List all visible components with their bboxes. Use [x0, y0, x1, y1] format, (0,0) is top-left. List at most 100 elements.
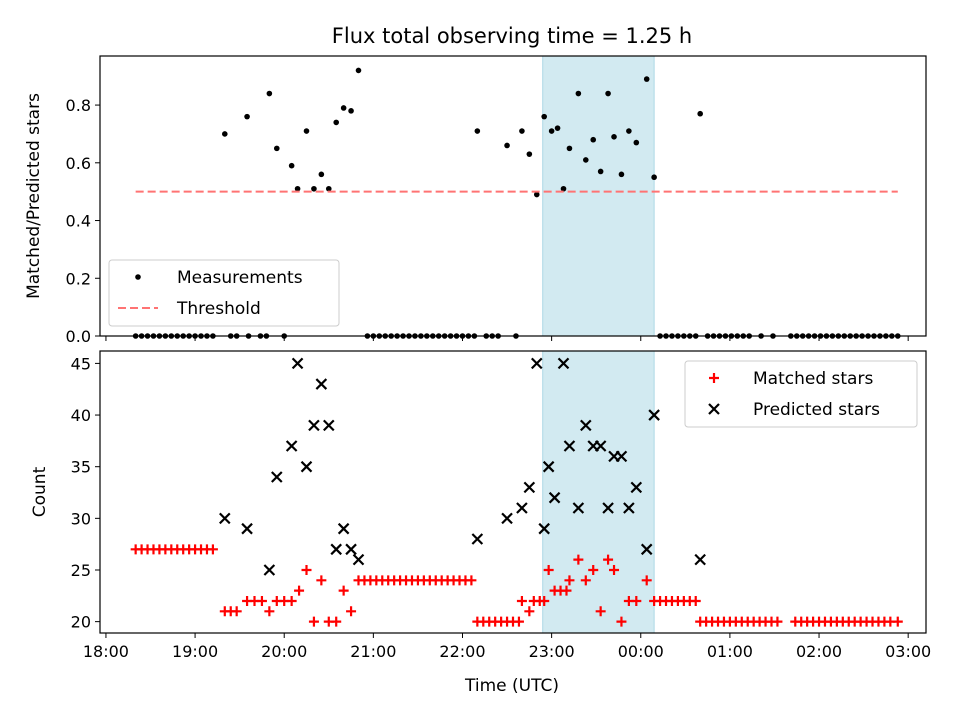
- measurement-point: [697, 110, 703, 117]
- x-tick-label: 20:00: [261, 642, 307, 661]
- measurement-point: [273, 145, 280, 152]
- measurement-point: [548, 128, 555, 134]
- measurement-point: [318, 171, 325, 178]
- legend-predicted-marker: [708, 403, 720, 415]
- matched-stars-point: [616, 616, 627, 627]
- matched-stars-point: [524, 606, 535, 617]
- x-axis-label: Time (UTC): [464, 676, 559, 696]
- matched-stars-point: [331, 616, 342, 627]
- matched-stars-point: [301, 564, 312, 575]
- measurement-point: [303, 128, 310, 134]
- y-tick-label: 30: [71, 509, 91, 528]
- predicted-stars-point: [623, 502, 635, 514]
- measurement-point: [533, 191, 540, 198]
- legend: Matched stars Predicted stars: [684, 360, 918, 428]
- y-tick-label: 0.4: [66, 212, 91, 231]
- y-tick-label: 20: [71, 613, 91, 632]
- predicted-stars-point: [219, 512, 231, 525]
- x-tick-label: 01:00: [707, 642, 753, 661]
- predicted-stars-point: [648, 409, 660, 421]
- measurement-point: [554, 125, 561, 131]
- matched-stars-point: [564, 575, 575, 586]
- predicted-stars-point: [694, 553, 706, 566]
- predicted-stars-point: [271, 471, 283, 483]
- legend-label: Matched stars: [753, 369, 873, 389]
- predicted-stars-point: [352, 553, 365, 566]
- matched-stars-point: [631, 595, 642, 606]
- axes-frame: [99, 350, 927, 634]
- measurement-point: [575, 90, 582, 97]
- x-tick-label: 02:00: [796, 642, 842, 661]
- measurement-point: [643, 76, 650, 82]
- predicted-stars-point: [345, 543, 357, 556]
- measurement-point: [266, 90, 273, 97]
- matched-stars-point: [561, 585, 572, 596]
- y-tick-label: 25: [71, 561, 91, 580]
- predicted-stars-point: [315, 378, 328, 390]
- matched-stars-point: [231, 606, 242, 617]
- predicted-stars-point: [580, 419, 592, 432]
- predicted-stars-point: [291, 357, 304, 370]
- predicted-stars-point: [285, 440, 298, 452]
- measurement-point: [566, 145, 573, 152]
- matched-stars-point: [595, 606, 606, 617]
- predicted-stars-point: [563, 440, 576, 452]
- x-tick-label: 00:00: [618, 642, 664, 661]
- legend-box: [108, 259, 340, 327]
- y-tick-label: 40: [71, 406, 91, 425]
- predicted-stars-point: [330, 543, 342, 556]
- matched-stars-point: [573, 554, 584, 565]
- highlight-interval: [542, 55, 655, 337]
- measurement-point: [504, 142, 510, 149]
- predicted-stars-point: [523, 481, 536, 494]
- matched-stars-point: [466, 575, 477, 586]
- matched-stars-point: [338, 585, 349, 596]
- predicted-stars-point: [548, 491, 561, 504]
- predicted-stars-point: [557, 357, 570, 370]
- measurement-point: [294, 185, 301, 192]
- y-tick-label: 0.8: [66, 96, 91, 115]
- matched-stars-point: [892, 616, 903, 627]
- matched-stars-point: [641, 575, 652, 586]
- measurement-point: [325, 185, 332, 192]
- matched-stars-point: [516, 595, 527, 606]
- x-tick-label: 18:00: [83, 642, 129, 661]
- y-tick-label: 0.6: [66, 154, 91, 173]
- legend-box: [684, 360, 918, 428]
- x-tick-label: 19:00: [172, 642, 218, 661]
- matched-stars-point: [294, 585, 305, 596]
- measurement-point: [611, 134, 617, 140]
- x-tick-label: 22:00: [439, 642, 485, 661]
- predicted-stars-point: [263, 564, 276, 576]
- measurement-point: [541, 113, 547, 120]
- predicted-stars-point: [300, 460, 313, 473]
- measurement-point: [244, 113, 250, 120]
- predicted-stars-point: [542, 460, 555, 473]
- predicted-stars-point: [640, 543, 653, 556]
- measurement-point: [597, 168, 604, 175]
- predicted-stars-point: [308, 419, 320, 432]
- predicted-stars-point: [323, 419, 335, 432]
- predicted-stars-point: [337, 522, 350, 535]
- x-tick-label: 23:00: [529, 642, 575, 661]
- x-tick-label: 03:00: [885, 642, 931, 661]
- matched-stars-point: [609, 564, 620, 575]
- matched-stars-point: [690, 595, 701, 606]
- matched-stars-point: [316, 575, 327, 586]
- matched-stars-point: [513, 616, 524, 627]
- predicted-stars-point: [538, 522, 550, 535]
- predicted-stars-point: [241, 522, 253, 535]
- chart-title: Flux total observing time = 1.25 h: [332, 24, 692, 48]
- measurement-point: [618, 171, 625, 178]
- measurement-point: [333, 119, 340, 126]
- matched-stars-point: [580, 575, 591, 586]
- bottom-y-axis-label: Count: [30, 466, 50, 517]
- matched-stars-point: [286, 595, 297, 606]
- y-tick-label: 35: [71, 458, 91, 477]
- matched-stars-point: [207, 544, 218, 555]
- matched-stars-point: [256, 595, 267, 606]
- legend-matched-marker: [709, 373, 719, 383]
- predicted-stars-point: [602, 502, 614, 514]
